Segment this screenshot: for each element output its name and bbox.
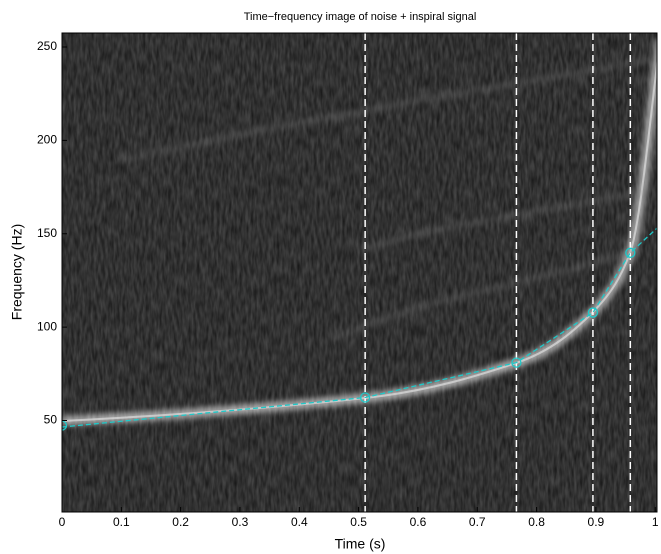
x-tick-label: 1 [652,515,659,529]
y-tick-label: 200 [37,133,57,147]
x-tick-label: 0.1 [113,515,130,529]
y-tick-label: 150 [37,226,57,240]
chart-title: Time−frequency image of noise + inspiral… [244,11,477,23]
marker [625,247,636,258]
trend-line [62,227,657,428]
x-tick-label: 0 [59,515,66,529]
marker [511,357,522,368]
plot-overlay [62,33,657,512]
y-tick-label: 250 [37,39,57,53]
y-tick-label: 100 [37,319,57,333]
marker [62,420,68,431]
x-tick-label: 0.7 [469,515,486,529]
x-tick-label: 0.5 [350,515,367,529]
x-tick-label: 0.9 [588,515,605,529]
y-axis-label: Frequency (Hz) [9,224,25,320]
x-tick-label: 0.4 [291,515,308,529]
x-tick-label: 0.2 [172,515,189,529]
plot-frame [61,32,658,513]
marker [359,392,371,403]
chirp-harmonics [119,57,651,343]
x-tick-label: 0.3 [232,515,249,529]
y-tick-label: 50 [44,413,58,427]
x-tick-label: 0.6 [410,515,427,529]
x-axis-label: Time (s) [335,536,386,552]
x-tick-label: 0.8 [528,515,545,529]
marker [587,307,599,318]
